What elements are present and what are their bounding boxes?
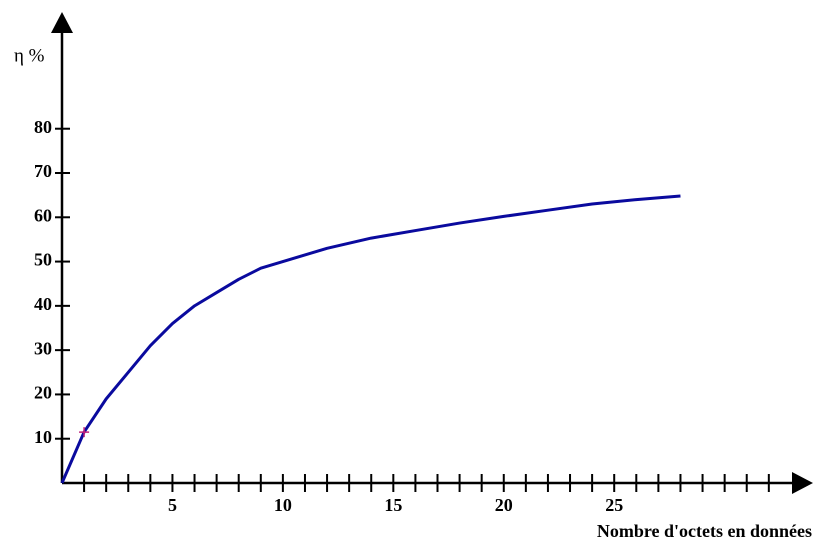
highlight-marker	[79, 427, 90, 438]
y-tick-label: 30	[34, 338, 52, 358]
y-tick-label: 70	[34, 161, 52, 181]
y-tick-label: 10	[34, 427, 52, 447]
y-arrow	[51, 12, 73, 33]
y-tick-label: 40	[34, 294, 52, 314]
y-tick-label: 20	[34, 383, 52, 403]
x-tick-label: 15	[384, 495, 402, 515]
x-tick-label: 10	[274, 495, 292, 515]
y-tick-label: 60	[34, 205, 52, 225]
y-axis-label: η %	[14, 45, 45, 66]
y-tick-label: 80	[34, 117, 52, 137]
x-axis-label: Nombre d'octets en données	[597, 521, 812, 541]
x-tick-label: 25	[605, 495, 623, 515]
y-tick-label: 50	[34, 250, 52, 270]
line	[60, 194, 681, 484]
x-tick-label: 20	[495, 495, 513, 515]
x-arrow	[792, 472, 813, 494]
x-tick-label: 5	[168, 495, 177, 515]
